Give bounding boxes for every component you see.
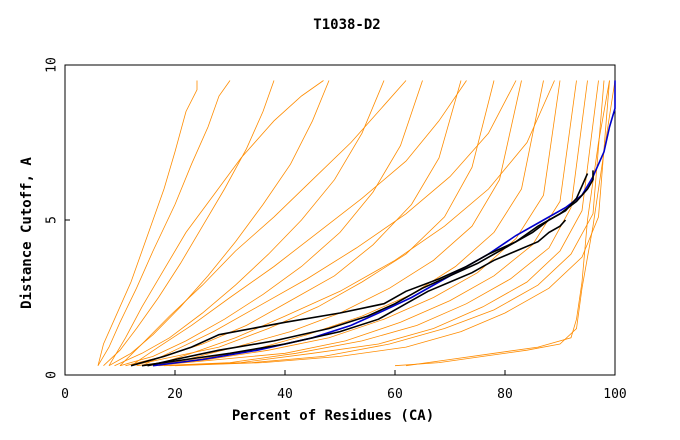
orange-curve-5 xyxy=(114,80,385,367)
orange-curve-19 xyxy=(130,80,467,367)
orange-curve-16 xyxy=(174,80,610,367)
orange-curve-2 xyxy=(97,80,231,366)
orange-curve-17 xyxy=(108,80,324,366)
x-tick-label-2: 20 xyxy=(167,387,183,402)
highlight-curve-4 xyxy=(141,219,567,367)
orange-curve-13 xyxy=(158,80,588,367)
orange-curve-3 xyxy=(103,80,275,366)
ticks-layer: 0 20 40 60 80 100 0 5 10 xyxy=(45,57,627,402)
orange-curve-4 xyxy=(108,80,330,367)
y-tick-label-3: 10 xyxy=(45,57,60,73)
x-tick-label-4: 60 xyxy=(387,387,403,402)
orange-curve-14 xyxy=(163,80,599,367)
orange-curve-18 xyxy=(119,80,407,366)
x-tick-label-1: 0 xyxy=(61,387,69,402)
y-tick-label-1: 0 xyxy=(45,371,60,379)
x-tick-label-5: 80 xyxy=(497,387,513,402)
orange-curve-6 xyxy=(119,80,423,367)
orange-curve-7 xyxy=(125,80,462,367)
highlight-curve-3 xyxy=(147,173,589,367)
y-axis-label: Distance Cutoff, A xyxy=(19,157,35,309)
orange-curve-12 xyxy=(152,80,577,367)
chart-title: T1038-D2 xyxy=(313,17,380,33)
orange-curve-23 xyxy=(394,80,616,367)
orange-curve-21 xyxy=(152,80,555,367)
y-tick-label-2: 5 xyxy=(45,216,60,224)
orange-curve-11 xyxy=(147,80,561,367)
x-tick-label-3: 40 xyxy=(277,387,293,402)
x-axis-label: Percent of Residues (CA) xyxy=(232,408,434,424)
orange-curve-1 xyxy=(97,80,198,366)
x-tick-label-6: 100 xyxy=(603,387,626,402)
highlight-curve-2 xyxy=(130,170,594,367)
curves-layer xyxy=(97,80,616,367)
orange-curve-15 xyxy=(169,80,605,367)
orange-curve-20 xyxy=(141,80,517,367)
orange-curve-9 xyxy=(136,80,522,367)
